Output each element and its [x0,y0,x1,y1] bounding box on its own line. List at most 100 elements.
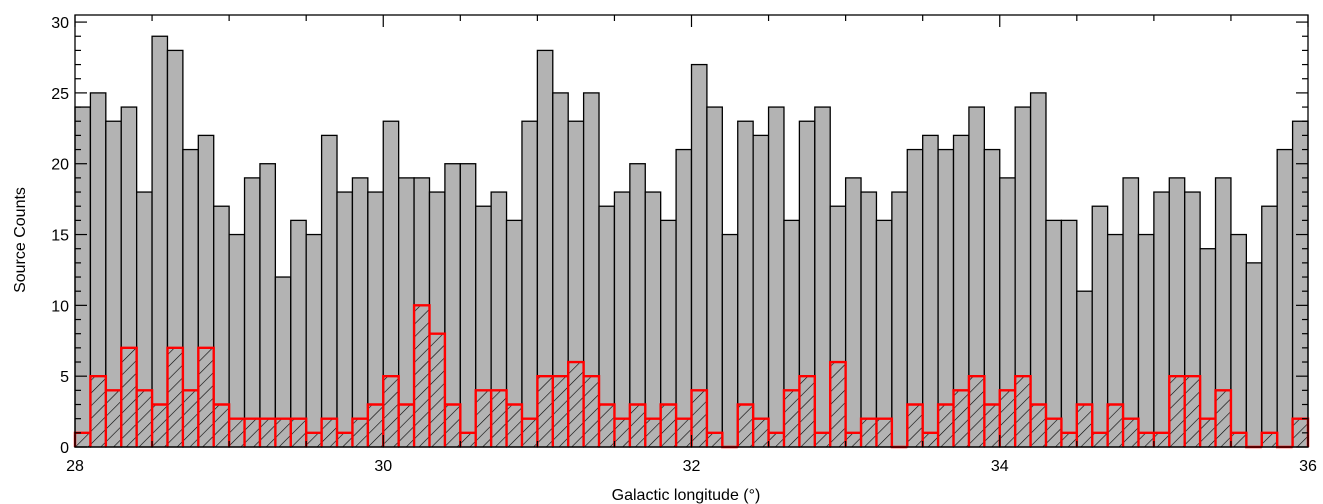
bar-all-35 [613,191,631,448]
bar-all-37 [644,191,662,448]
bar-subset-35 [614,418,630,447]
axes [74,14,1309,448]
bar-all-16 [320,134,338,448]
bar-subset-24 [444,404,461,447]
bar-all-63 [1045,219,1063,448]
bar-subset-58 [968,376,985,447]
bar-all-43 [737,120,754,448]
bar-subset-32 [568,362,584,447]
bar-subset-22 [414,305,430,447]
bar-all-18 [351,177,369,448]
bar-all-48 [814,106,831,448]
bar-subset-66 [1092,432,1108,447]
bar-subset-10 [229,418,245,447]
bar-subset-16 [321,418,338,447]
bar-subset-34 [599,404,615,447]
bar-subset-29 [521,418,538,447]
bar-all-11 [243,177,261,448]
bar-subset-39 [676,418,692,447]
x-tick-label: 32 [683,458,701,475]
bar-all-78 [1276,148,1294,448]
bar-subset-77 [1261,432,1278,447]
bar-subset-56 [938,404,954,447]
bar-subset-61 [1015,376,1031,447]
bar-subset-62 [1030,404,1046,447]
bar-all-66 [1091,205,1109,448]
bar-subset-73 [1200,418,1216,447]
all-sources-histogram [74,35,1309,448]
bar-all-54 [906,148,924,448]
bar-subset-52 [876,418,892,447]
bar-subset-7 [182,390,199,447]
bar-all-76 [1245,262,1263,448]
bar-subset-68 [1123,418,1139,447]
bar-all-44 [752,134,770,448]
bar-all-79 [1291,120,1309,448]
bar-subset-20 [383,376,399,447]
bar-all-52 [875,219,893,448]
bar-all-64 [1060,219,1078,448]
bar-all-68 [1122,177,1140,448]
bar-subset-51 [861,418,877,447]
bar-subset-17 [337,432,353,447]
bar-all-39 [675,148,693,448]
bar-subset-74 [1215,390,1231,447]
bar-subset-23 [429,333,445,447]
bar-subset-1 [90,376,106,447]
bar-subset-57 [953,390,969,447]
bar-subset-64 [1061,432,1077,447]
bar-subset-69 [1138,432,1154,447]
bar-all-51 [860,191,878,448]
y-tick-label: 10 [51,298,69,315]
y-tick-label: 30 [51,15,69,32]
tick-labels: 28 30 32 34 36 0 5 10 15 20 25 30 [51,15,1317,475]
bar-subset-28 [506,404,522,447]
bar-subset-44 [753,418,769,447]
bar-subset-27 [491,390,507,447]
y-tick-label: 15 [51,228,69,245]
bar-subset-0 [75,432,91,447]
bar-subset-59 [984,404,1000,447]
bar-all-56 [937,148,955,448]
bar-subset-4 [136,390,153,447]
bar-all-42 [721,233,739,448]
y-axis-label: Source Counts [12,187,29,293]
bar-subset-31 [552,376,569,447]
bar-subset-48 [814,432,831,447]
bar-subset-25 [460,432,476,447]
bar-all-77 [1261,205,1278,448]
bar-subset-65 [1076,404,1093,447]
bar-subset-33 [583,376,600,447]
bar-all-53 [891,191,908,448]
bar-subset-26 [475,390,492,447]
bar-all-12 [259,163,277,448]
bar-subset-6 [167,347,183,447]
bar-all-25 [459,163,477,448]
bar-all-50 [844,177,862,448]
bar-subset-11 [244,418,260,447]
bar-subset-18 [352,418,368,447]
bar-all-17 [336,191,354,448]
bar-subset-67 [1107,404,1124,447]
bar-subset-21 [398,404,415,447]
bar-subset-54 [907,404,923,447]
bar-subset-19 [367,404,384,447]
bar-subset-5 [152,404,168,447]
bar-all-15 [305,233,323,448]
bar-subset-75 [1230,432,1247,447]
x-tick-label: 28 [66,458,84,475]
bar-all-14 [290,219,307,448]
x-tick-label: 36 [1299,458,1317,475]
bar-subset-79 [1292,418,1308,447]
bar-subset-9 [213,404,230,447]
bar-all-45 [767,106,785,448]
bar-subset-43 [737,404,754,447]
bar-subset-12 [259,418,276,447]
x-axis-label: Galactic longitude (°) [612,487,761,504]
bar-subset-40 [691,390,707,447]
bar-subset-2 [105,390,122,447]
bar-subset-49 [830,362,846,447]
x-tick-label: 34 [991,458,1009,475]
bar-subset-55 [922,432,939,447]
